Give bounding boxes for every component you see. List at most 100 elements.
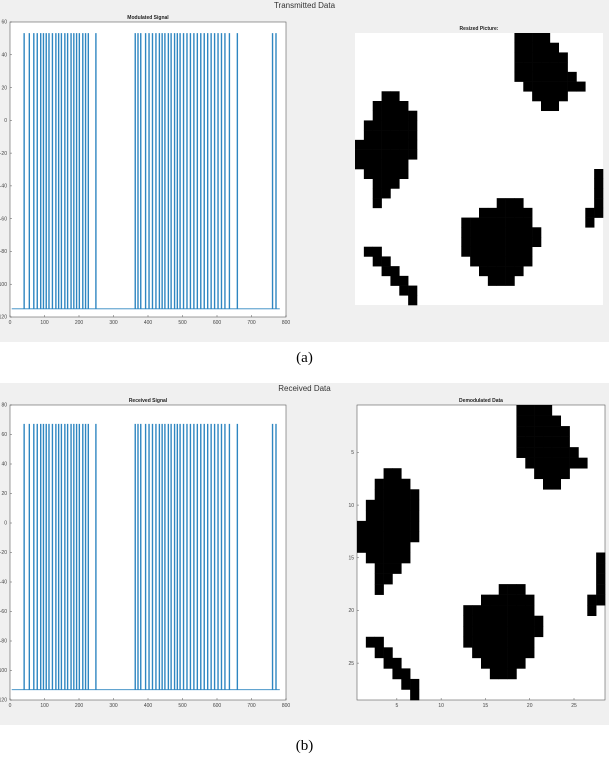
pixel-cell (496, 217, 506, 228)
pixel-cell (374, 499, 384, 511)
y-tick-label: -60 (0, 609, 7, 615)
plot-title: Modulated Signal (127, 15, 169, 21)
pixel-cell (487, 207, 498, 218)
pixel-cell (523, 33, 533, 44)
signal-pulse (57, 33, 60, 309)
pulse-line (170, 33, 172, 309)
pixel-cell (489, 657, 500, 669)
x-tick-label: 600 (213, 703, 222, 709)
pulse-line (196, 33, 199, 309)
pulse-line (220, 33, 223, 309)
y-tick-label: -20 (0, 550, 7, 556)
pulse-line (158, 423, 161, 690)
pixel-cell (534, 457, 544, 469)
pixel-cell (498, 626, 508, 638)
pixel-cell (383, 647, 393, 659)
pixel-cell (489, 626, 500, 638)
pulse-line (167, 423, 170, 690)
pixel-cell (365, 520, 376, 532)
signal-pulse (206, 423, 209, 690)
pixel-cell (392, 520, 402, 532)
pixel-cell (357, 520, 367, 532)
pixel-cell (399, 159, 409, 170)
window-title: Transmitted Data (273, 1, 336, 10)
x-tick-label: 25 (571, 703, 577, 709)
pulse-line (42, 423, 45, 690)
pulse-line (28, 33, 31, 309)
pulse-line (217, 33, 219, 309)
y-tick-label: 20 (348, 608, 354, 614)
signal-pulse (213, 33, 216, 309)
pixel-cell (514, 52, 524, 63)
y-tick-label: -80 (0, 639, 7, 645)
pixel-cell (489, 594, 500, 606)
signal-pulse (140, 33, 142, 309)
pixel-cell (549, 71, 560, 82)
pulse-line (213, 423, 216, 690)
pixel-cell (472, 636, 482, 648)
pixel-cell (523, 217, 533, 228)
pixel-cell (363, 159, 374, 170)
pulse-line (84, 423, 87, 690)
pixel-cell (560, 457, 570, 469)
pixel-cell (505, 227, 515, 238)
pixel-cell (558, 91, 568, 102)
pixel-cell (390, 178, 400, 189)
pixel-cell (399, 275, 409, 286)
pulse-line (167, 33, 170, 309)
pixel-cell (525, 415, 535, 427)
pixel-cell (514, 237, 524, 248)
pixel-cell (392, 657, 402, 669)
pulse-line (186, 423, 188, 690)
pixel-cell (507, 605, 517, 617)
pixel-cell (363, 139, 374, 150)
pixel-cell (479, 246, 489, 257)
signal-pulse (28, 423, 31, 690)
pixel-cell (374, 563, 384, 574)
pixel-cell (408, 110, 418, 121)
pixel-cell (470, 227, 480, 238)
pixel-cell (560, 468, 570, 480)
pixel-cell (551, 478, 562, 490)
pixel-cell (481, 594, 491, 606)
pixel-cell (525, 626, 535, 638)
pulse-line (95, 33, 97, 309)
pixel-cell (472, 626, 482, 638)
pixel-cell (496, 198, 506, 209)
x-tick-label: 5 (395, 703, 398, 709)
transmitted-data-window: Transmitted Data Modulated Signal 0 100 200… (0, 0, 609, 342)
x-tick-label: 300 (109, 703, 118, 709)
signal-pulse (224, 33, 226, 309)
signal-pulse (66, 423, 69, 690)
pulse-line (23, 423, 25, 690)
pulse-line (155, 33, 157, 309)
pulse-line (182, 423, 185, 690)
signal-pulse (155, 423, 157, 690)
signal-pulse (64, 33, 66, 309)
signal-pulse (186, 33, 188, 309)
pixel-cell (381, 91, 391, 102)
pixel-cell (532, 52, 542, 63)
pixel-cell (383, 541, 393, 553)
pixel-cell (498, 605, 508, 617)
pixel-cell (383, 563, 393, 574)
pixel-cell (372, 101, 382, 112)
pulse-line (173, 33, 176, 309)
pulse-line (45, 423, 47, 690)
pixel-cell (498, 668, 508, 680)
pulse-line (66, 423, 69, 690)
signal-pulse (137, 423, 139, 690)
pixel-cell (365, 552, 376, 564)
pixel-cell (523, 62, 533, 73)
pixel-cell (487, 237, 498, 248)
pixel-cell (408, 295, 418, 306)
pulse-line (40, 33, 42, 309)
pixel-cell (392, 510, 402, 522)
signal-pulse (45, 423, 47, 690)
pixel-cell (381, 266, 391, 277)
pixel-cell (516, 605, 526, 617)
pixel-cell (543, 405, 553, 416)
pixel-cell (470, 246, 480, 257)
pixel-cell (567, 71, 577, 82)
pixel-cell (410, 499, 420, 511)
